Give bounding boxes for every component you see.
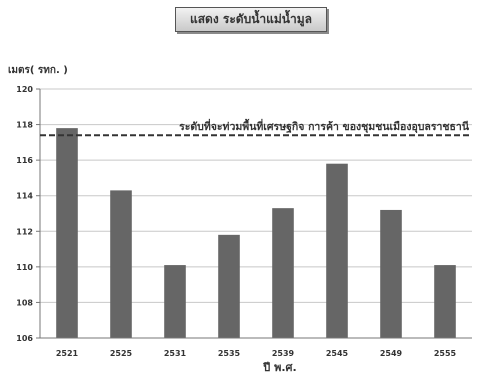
y-tick-label: 110 [16,263,33,272]
flood-level-label: ระดับที่จะท่วมพื้นที่เศรษฐกิจ การค้า ของ… [179,118,470,134]
bar [56,128,78,338]
x-tick-label: 2531 [164,349,187,358]
y-tick-label: 120 [16,85,33,94]
bar [110,190,132,338]
bar [272,208,294,338]
bar [380,209,402,338]
x-tick-label: 2549 [380,349,403,358]
y-axis-unit-label: เมตร( รทก. ) [8,65,68,76]
x-tick-label: 2525 [110,349,133,358]
y-tick-label: 118 [16,121,33,130]
x-tick-label: 2521 [56,349,79,358]
x-tick-label: 2539 [272,349,295,358]
chart-title: แสดง ระดับน้ำแม่น้ำมูล [190,12,312,26]
x-axis-title: ปี พ.ศ. [262,361,296,374]
y-tick-label: 112 [16,227,33,236]
bar [326,163,348,338]
y-tick-label: 106 [16,334,33,343]
y-tick-label: 116 [16,156,33,165]
x-tick-label: 2555 [434,349,457,358]
x-tick-label: 2545 [326,349,349,358]
bar [218,234,240,338]
bar [164,265,186,338]
chart-title-box: แสดง ระดับน้ำแม่น้ำมูล [175,7,327,32]
y-tick-label: 108 [16,298,33,307]
bar [434,265,456,338]
x-tick-label: 2535 [218,349,241,358]
y-tick-label: 114 [16,192,33,201]
